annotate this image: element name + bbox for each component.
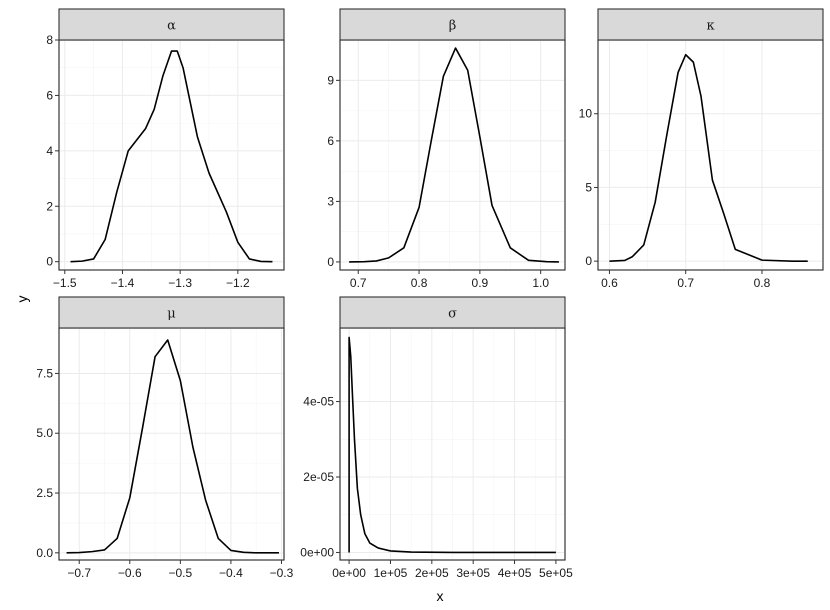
y-tick-label: 7.5: [36, 366, 53, 380]
strip-background: [58, 296, 285, 329]
y-tick-label: 2.5: [36, 486, 53, 500]
y-tick-label: 3: [327, 194, 334, 208]
density-line: [348, 336, 556, 554]
strip-background: [597, 8, 824, 41]
strip-label: β: [449, 19, 457, 34]
y-tick-label: 0: [46, 255, 53, 269]
y-tick-label: 2e-05: [303, 470, 334, 484]
x-tick-label: 4e+05: [498, 566, 532, 580]
x-tick-label: 3e+05: [456, 566, 490, 580]
x-tick-label: 1e+05: [374, 566, 408, 580]
strip-label: μ: [167, 307, 175, 322]
panels-layer: α −1.5 −1.4 −1.3 −1.2 0 2 4 6 8 β 0.7 0.8 0.9 1.0 0 3 6 9 κ…: [36, 8, 824, 580]
y-tick-label: 6: [46, 88, 53, 102]
x-tick-label: 2e+05: [415, 566, 449, 580]
strip-label: κ: [706, 19, 714, 34]
strip-background: [339, 296, 566, 329]
x-tick-label: −0.6: [118, 566, 142, 580]
panel-background: [597, 39, 824, 271]
panel-2: β 0.7 0.8 0.9 1.0 0 3 6 9: [327, 8, 566, 290]
density-line: [66, 339, 279, 554]
y-tick-label: 2: [46, 199, 53, 213]
x-tick-label: −0.7: [67, 566, 91, 580]
x-tick-label: −1.2: [226, 276, 250, 290]
y-axis-title: y: [14, 296, 30, 303]
y-tick-label: 9: [327, 73, 334, 87]
strip-background: [339, 8, 566, 41]
panel-1: α −1.5 −1.4 −1.3 −1.2 0 2 4 6 8: [46, 8, 285, 290]
y-tick-label: 6: [327, 134, 334, 148]
x-tick-label: 0.7: [677, 276, 694, 290]
y-tick-label: 4e-05: [303, 395, 334, 409]
strip-label: α: [167, 19, 176, 34]
strip-label: σ: [448, 307, 457, 322]
x-axis-title: x: [437, 588, 444, 604]
x-tick-label: 5e+05: [539, 566, 573, 580]
x-tick-label: −0.4: [219, 566, 243, 580]
y-tick-label: 5: [585, 180, 592, 194]
y-tick-label: 5.0: [36, 426, 53, 440]
panel-4: μ −0.7 −0.6 −0.5 −0.4 −0.3 0.0 2.5 5.0 7.5: [36, 296, 294, 580]
x-tick-label: −1.3: [168, 276, 192, 290]
x-tick-label: 0.6: [601, 276, 618, 290]
x-tick-label: 0.8: [754, 276, 771, 290]
panel-5: σ 0e+00 1e+05 2e+05 3e+05 4e+05 5e+05 0e+00 2e-0…: [300, 296, 573, 580]
y-tick-label: 4: [46, 144, 53, 158]
x-tick-label: −0.5: [168, 566, 192, 580]
x-tick-label: 1.0: [532, 276, 549, 290]
x-tick-label: 0.7: [350, 276, 367, 290]
strip-background: [58, 8, 285, 41]
x-tick-label: 0e+00: [332, 566, 366, 580]
y-tick-label: 0e+00: [300, 545, 334, 559]
y-tick-label: 0: [585, 254, 592, 268]
panel-background: [339, 39, 566, 271]
panel-3: κ 0.6 0.7 0.8 0 5 10: [579, 8, 824, 290]
x-tick-label: −1.4: [111, 276, 135, 290]
y-tick-label: 0: [327, 255, 334, 269]
y-tick-label: 8: [46, 33, 53, 47]
x-tick-label: 0.9: [472, 276, 489, 290]
y-tick-label: 10: [579, 107, 593, 121]
x-tick-label: −0.3: [270, 566, 294, 580]
panel-background: [58, 327, 285, 561]
x-tick-label: −1.5: [53, 276, 77, 290]
x-tick-label: 0.8: [411, 276, 428, 290]
panel-background: [58, 39, 285, 271]
density-line: [349, 47, 559, 263]
density-line: [609, 53, 808, 262]
y-tick-label: 0.0: [36, 546, 53, 560]
density-line: [70, 50, 273, 263]
